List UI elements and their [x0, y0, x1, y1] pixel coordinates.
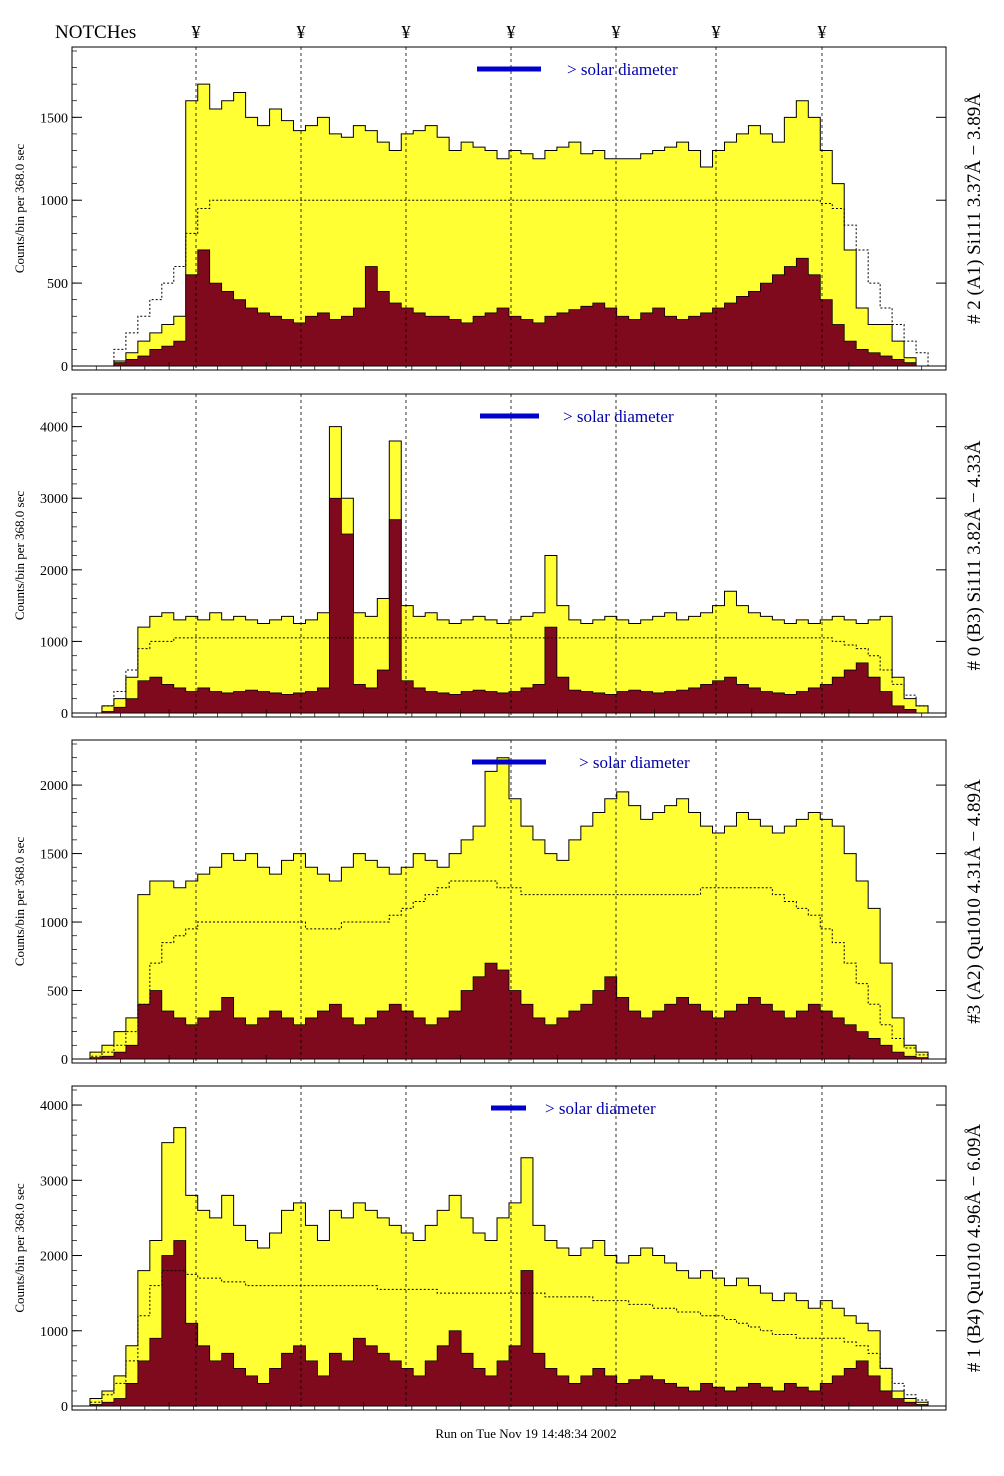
- notch-symbol: ¥: [402, 22, 411, 42]
- notch-symbol: ¥: [297, 22, 306, 42]
- solar-diameter-label: > solar diameter: [563, 407, 674, 426]
- y-axis-label: Counts/bin per 368.0 sec: [12, 491, 27, 620]
- model-curve: [78, 637, 940, 714]
- y-tick-label: 500: [47, 985, 68, 1000]
- y-tick-label: 1000: [40, 1325, 68, 1340]
- y-tick-label: 1000: [40, 194, 68, 209]
- y-tick-label: 1500: [40, 848, 68, 863]
- panel-a2: 0 500 1000 1500 2000 Counts/bin per 368.0 sec…: [12, 739, 985, 1068]
- notch-symbol: ¥: [192, 22, 201, 42]
- detector-label: #3 (A2) Qu1010 4.31Å − 4.89Å: [964, 779, 985, 1024]
- notch-symbol: ¥: [818, 22, 827, 42]
- y-axis-label: Counts/bin per 368.0 sec: [12, 1183, 27, 1312]
- solar-diameter-label: > solar diameter: [579, 753, 690, 772]
- y-tick-label: 0: [61, 360, 68, 375]
- subset-counts-histogram: [78, 497, 940, 714]
- notch-symbol: ¥: [612, 22, 621, 42]
- y-axis-label: Counts/bin per 368.0 sec: [12, 144, 27, 273]
- y-tick-label: 2000: [40, 779, 68, 794]
- y-tick-label: 1500: [40, 111, 68, 126]
- y-tick-label: 4000: [40, 1099, 68, 1114]
- solar-diameter-label: > solar diameter: [545, 1099, 656, 1118]
- model-curve: [78, 199, 940, 367]
- panel-b4: 0 1000 2000 3000 4000 Counts/bin per 368.0 se…: [12, 1085, 985, 1415]
- total-counts-histogram: [78, 1127, 940, 1407]
- subset-counts-histogram: [78, 1240, 940, 1407]
- y-tick-label: 0: [61, 707, 68, 722]
- detector-label: # 2 (A1) Si111 3.37Å − 3.89Å: [964, 93, 985, 324]
- detector-label: # 0 (B3) Si111 3.82Å − 4.33Å: [964, 440, 985, 670]
- y-tick-label: 1000: [40, 916, 68, 931]
- total-counts-histogram: [78, 83, 940, 367]
- notches-label: NOTCHes: [55, 22, 136, 43]
- notch-symbol: ¥: [712, 22, 721, 42]
- detector-label: # 1 (B4) Qu1010 4.96Å − 6.09Å: [964, 1124, 985, 1372]
- y-tick-label: 2000: [40, 564, 68, 579]
- total-counts-histogram: [78, 757, 940, 1060]
- panel-b3: 0 1000 2000 3000 4000 Counts/bin per 368.0 se…: [12, 393, 985, 722]
- model-curve: [78, 1270, 940, 1407]
- solar-diameter-label: > solar diameter: [567, 60, 678, 79]
- y-tick-label: 1000: [40, 635, 68, 650]
- y-axis-label: Counts/bin per 368.0 sec: [12, 837, 27, 966]
- notch-marks: ¥ ¥ ¥ ¥ ¥ ¥ ¥: [192, 22, 827, 42]
- y-tick-label: 4000: [40, 421, 68, 436]
- y-tick-label: 0: [61, 1053, 68, 1068]
- subset-counts-histogram: [78, 249, 940, 367]
- y-tick-label: 3000: [40, 1174, 68, 1189]
- subset-counts-histogram: [78, 962, 940, 1060]
- notch-symbol: ¥: [507, 22, 516, 42]
- run-timestamp: Run on Tue Nov 19 14:48:34 2002: [435, 1426, 616, 1441]
- y-tick-label: 2000: [40, 1250, 68, 1265]
- y-tick-label: 0: [61, 1400, 68, 1415]
- y-tick-label: 500: [47, 277, 68, 292]
- model-curve: [78, 880, 940, 1060]
- panel-a1: 0 500 1000 1500 Counts/bin per 368.0 sec # 2 …: [12, 46, 985, 375]
- y-tick-label: 3000: [40, 492, 68, 507]
- total-counts-histogram: [78, 426, 940, 714]
